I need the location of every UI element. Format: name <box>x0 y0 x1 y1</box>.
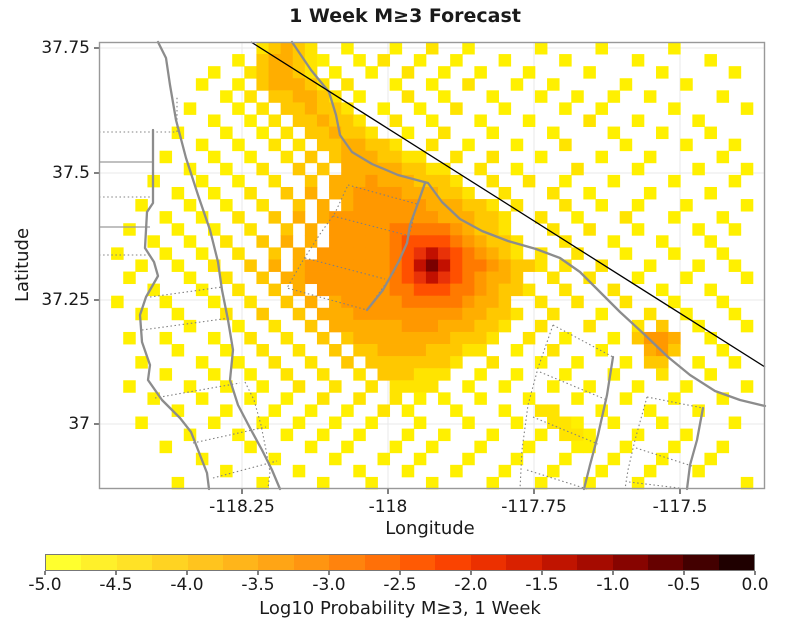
colorbar-tick-label: -2.0 <box>454 575 488 595</box>
y-tick-label: 37.25 <box>41 290 90 310</box>
colorbar-tick-mark <box>328 571 330 575</box>
quadrangle-dotted-lines <box>99 97 704 490</box>
colorbar-segment <box>683 555 719 570</box>
colorbar-tick-mark <box>470 571 472 575</box>
chart-title: 1 Week M≥3 Forecast <box>289 5 521 27</box>
y-tick-mark <box>94 423 99 425</box>
y-tick-mark <box>94 47 99 49</box>
colorbar-tick-mark <box>115 571 117 575</box>
colorbar-tick-label: 0.0 <box>741 575 769 595</box>
roads <box>138 40 767 491</box>
x-axis-label: Longitude <box>385 518 475 539</box>
colorbar-segment <box>718 555 755 570</box>
colorbar-tick-label: -2.5 <box>383 575 417 595</box>
heatmap-svg <box>98 40 767 491</box>
colorbar-tick-mark <box>399 571 401 575</box>
colorbar-tick-mark <box>44 571 46 575</box>
colorbar <box>45 554 755 571</box>
colorbar-segment <box>541 555 578 570</box>
colorbar-tick-label: -3.0 <box>312 575 346 595</box>
colorbar-tick-mark <box>612 571 614 575</box>
colorbar-segment <box>152 555 188 570</box>
colorbar-segment <box>187 555 224 570</box>
colorbar-tick-label: -3.5 <box>241 575 275 595</box>
colorbar-segment <box>258 555 294 570</box>
colorbar-tick-label: -0.5 <box>667 575 701 595</box>
colorbar-segment <box>647 555 684 570</box>
x-tick-mark <box>679 489 681 494</box>
x-tick-label: -118.25 <box>209 497 275 517</box>
colorbar-segment <box>364 555 401 570</box>
x-tick-mark <box>241 489 243 494</box>
colorbar-segment <box>223 555 259 570</box>
y-tick-mark <box>94 299 99 301</box>
state-boundary-line <box>250 41 766 368</box>
colorbar-tick-label: -4.0 <box>170 575 204 595</box>
colorbar-segment <box>46 555 82 570</box>
x-tick-mark <box>387 489 389 494</box>
colorbar-tick-label: -5.0 <box>28 575 62 595</box>
heatmap-cells <box>111 42 754 490</box>
colorbar-tick-mark <box>754 571 756 575</box>
x-tick-label: -117.5 <box>652 497 708 517</box>
x-tick-label: -117.75 <box>501 497 567 517</box>
plot-border <box>98 41 766 490</box>
colorbar-segment <box>400 555 436 570</box>
colorbar-segment <box>116 555 153 570</box>
colorbar-segment <box>329 555 365 570</box>
colorbar-segment <box>81 555 117 570</box>
thin-boundary-lines <box>99 161 152 228</box>
y-tick-mark <box>94 172 99 174</box>
y-tick-label: 37.75 <box>41 37 90 58</box>
colorbar-segment <box>577 555 613 570</box>
y-axis-label: Latitude <box>12 227 33 303</box>
colorbar-label: Log10 Probability M≥3, 1 Week <box>259 598 541 619</box>
colorbar-tick-label: -4.5 <box>99 575 133 595</box>
colorbar-segment <box>506 555 542 570</box>
colorbar-segment <box>293 555 330 570</box>
colorbar-tick-mark <box>257 571 259 575</box>
y-tick-label: 37 <box>68 414 90 434</box>
colorbar-tick-mark <box>683 571 685 575</box>
x-tick-label: -118 <box>368 497 408 517</box>
colorbar-tick-label: -1.5 <box>525 575 559 595</box>
map-plot-area <box>98 40 767 491</box>
colorbar-segment <box>435 555 471 570</box>
colorbar-tick-label: -1.0 <box>596 575 630 595</box>
colorbar-tick-mark <box>186 571 188 575</box>
colorbar-segment <box>470 555 507 570</box>
y-tick-label: 37.5 <box>52 163 90 184</box>
x-tick-mark <box>533 489 535 494</box>
colorbar-tick-mark <box>541 571 543 575</box>
colorbar-segment <box>612 555 648 570</box>
